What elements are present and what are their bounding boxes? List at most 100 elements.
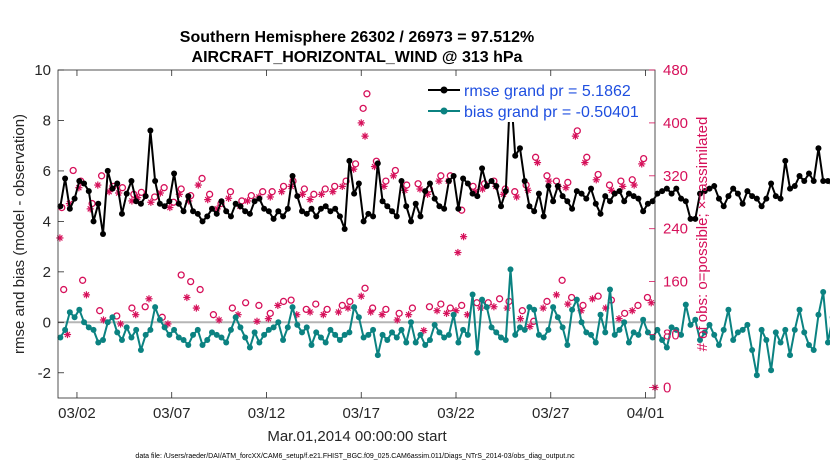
bias-possible-point	[255, 301, 263, 310]
rmse-point	[85, 188, 92, 195]
rmse-assimilated-point	[592, 176, 600, 184]
bias-assimilated-point	[274, 301, 282, 310]
bias-point	[763, 336, 770, 343]
rmse-point	[753, 195, 760, 202]
bias-assimilated-point	[393, 316, 401, 324]
bias-point	[346, 329, 353, 336]
bias-assimilated-point	[433, 307, 441, 315]
rmse-point	[625, 190, 632, 197]
rmse-point	[223, 208, 230, 215]
rmse-point	[474, 193, 481, 200]
rmse-assimilated-point	[329, 188, 337, 196]
rmse-assimilated-point	[350, 165, 358, 173]
bias-point	[76, 306, 83, 313]
rmse-assimilated-point	[513, 193, 521, 201]
bias-assimilated-point	[344, 304, 352, 312]
bias-point	[227, 326, 234, 333]
bias-assimilated-point	[116, 320, 125, 328]
bias-point	[398, 326, 405, 333]
rmse-point	[100, 231, 107, 237]
bias-point	[365, 331, 372, 338]
bias-point	[204, 336, 211, 343]
rmse-point	[455, 205, 462, 212]
bias-point	[787, 352, 794, 359]
rmse-point	[289, 172, 296, 179]
bias-point	[265, 326, 272, 333]
rmse-point	[768, 180, 775, 187]
bias-possible-point	[368, 304, 377, 312]
bias-point	[502, 336, 509, 343]
rmse-point	[635, 195, 642, 202]
rmse-possible-point	[69, 166, 77, 175]
bias-point	[692, 316, 699, 323]
bias-possible-point	[338, 301, 346, 310]
bias-assimilated-point	[82, 291, 91, 299]
rmse-point	[426, 180, 433, 187]
rmse-point	[128, 178, 135, 185]
bias-point	[824, 339, 830, 346]
bias-point	[469, 291, 476, 298]
rmse-assimilated-point	[630, 181, 638, 189]
bias-point	[251, 329, 258, 336]
bias-point	[118, 336, 125, 343]
rmse-assimilated-point	[298, 190, 307, 198]
bias-point	[147, 326, 154, 333]
rmse-possible-point	[198, 174, 206, 183]
bias-point	[493, 329, 500, 336]
bias-point	[725, 306, 732, 313]
rmse-assimilated-point	[389, 172, 398, 180]
rmse-point	[156, 200, 163, 207]
bias-assimilated-point	[183, 293, 191, 302]
bias-point	[782, 326, 789, 333]
rmse-assimilated-point	[194, 181, 202, 189]
bias-point	[578, 319, 585, 326]
bias-point	[284, 324, 291, 331]
bias-point	[734, 329, 741, 336]
bias-point	[564, 342, 571, 349]
rmse-point	[498, 203, 505, 210]
bias-point	[488, 324, 495, 331]
bias-assimilated-point	[145, 295, 153, 303]
rmse-point	[592, 200, 599, 207]
bias-point	[57, 334, 64, 341]
bias-assimilated-point	[628, 307, 636, 315]
y-tick-label: 4	[43, 213, 51, 230]
bias-possible-point	[323, 305, 331, 314]
rmse-point	[190, 208, 197, 215]
axes-box	[58, 70, 655, 398]
bias-point	[66, 309, 73, 316]
bias-point	[507, 266, 514, 273]
bias-point	[516, 324, 523, 331]
bias-assimilated-point	[319, 311, 327, 319]
rmse-point	[109, 185, 116, 192]
bias-point	[194, 326, 201, 333]
rmse-point	[697, 190, 704, 197]
bias-point	[445, 331, 452, 338]
rmse-point	[450, 172, 457, 179]
bias-point	[384, 336, 391, 343]
bias-point	[678, 331, 685, 338]
rmse-assimilated-point	[416, 185, 424, 193]
bias-point	[796, 306, 803, 313]
bias-possible-point	[621, 309, 629, 318]
rmse-assimilated-point	[459, 233, 468, 241]
bias-point	[801, 329, 808, 336]
rmse-point	[232, 200, 239, 207]
rmse-point	[370, 213, 377, 220]
rmse-point	[805, 170, 812, 177]
rmse-assimilated-point	[266, 193, 274, 201]
bias-point	[175, 334, 182, 341]
bias-point	[246, 344, 253, 351]
rmse-point	[564, 198, 571, 205]
bias-point	[360, 334, 367, 341]
rmse-point	[161, 203, 168, 210]
bias-point	[479, 296, 486, 303]
bias-point	[573, 296, 580, 303]
bias-point	[521, 326, 528, 333]
rmse-possible-point	[226, 188, 235, 196]
rmse-point	[720, 203, 727, 210]
rmse-assimilated-point	[619, 182, 627, 190]
bias-point	[128, 334, 135, 341]
bias-point	[711, 331, 718, 338]
rmse-point	[284, 205, 291, 212]
